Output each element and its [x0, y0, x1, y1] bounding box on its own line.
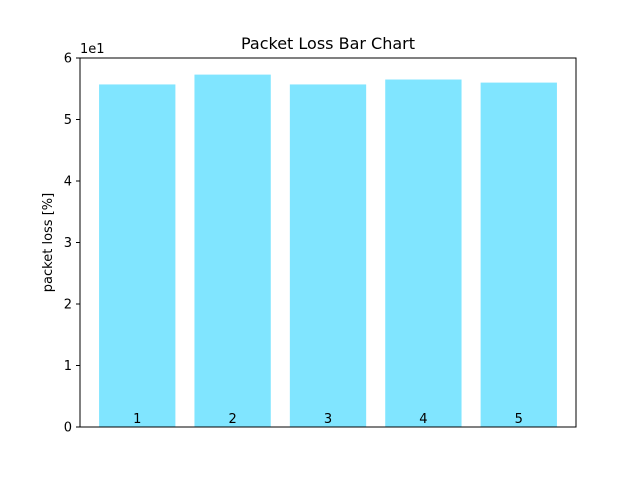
bar-label-5: 5	[515, 412, 523, 427]
bar-label-4: 4	[419, 412, 427, 427]
y-tick-label: 6	[64, 52, 72, 67]
y-tick-label: 5	[64, 113, 72, 128]
chart-title: Packet Loss Bar Chart	[241, 34, 415, 53]
bar-1	[99, 84, 176, 427]
bar-2	[194, 74, 271, 428]
y-tick-label: 2	[64, 298, 72, 313]
bar-label-2: 2	[228, 412, 236, 427]
y-axis-ticks: 0 1 2 3 4 5 6	[64, 52, 80, 436]
bar-3	[289, 84, 367, 427]
y-tick-label: 3	[64, 236, 72, 251]
bar-labels-group: 1 2 3 4 5	[133, 412, 523, 427]
bars-group	[99, 74, 557, 428]
bar-label-1: 1	[133, 412, 141, 427]
y-tick-label: 4	[64, 175, 72, 190]
bar-5	[480, 82, 557, 427]
y-tick-label: 0	[64, 421, 72, 436]
y-axis-label: packet loss [%]	[41, 193, 56, 292]
bar-label-3: 3	[324, 412, 332, 427]
y-tick-label: 1	[64, 359, 72, 374]
bar-4	[385, 79, 462, 428]
y-axis-offset-text: 1e1	[80, 42, 105, 57]
